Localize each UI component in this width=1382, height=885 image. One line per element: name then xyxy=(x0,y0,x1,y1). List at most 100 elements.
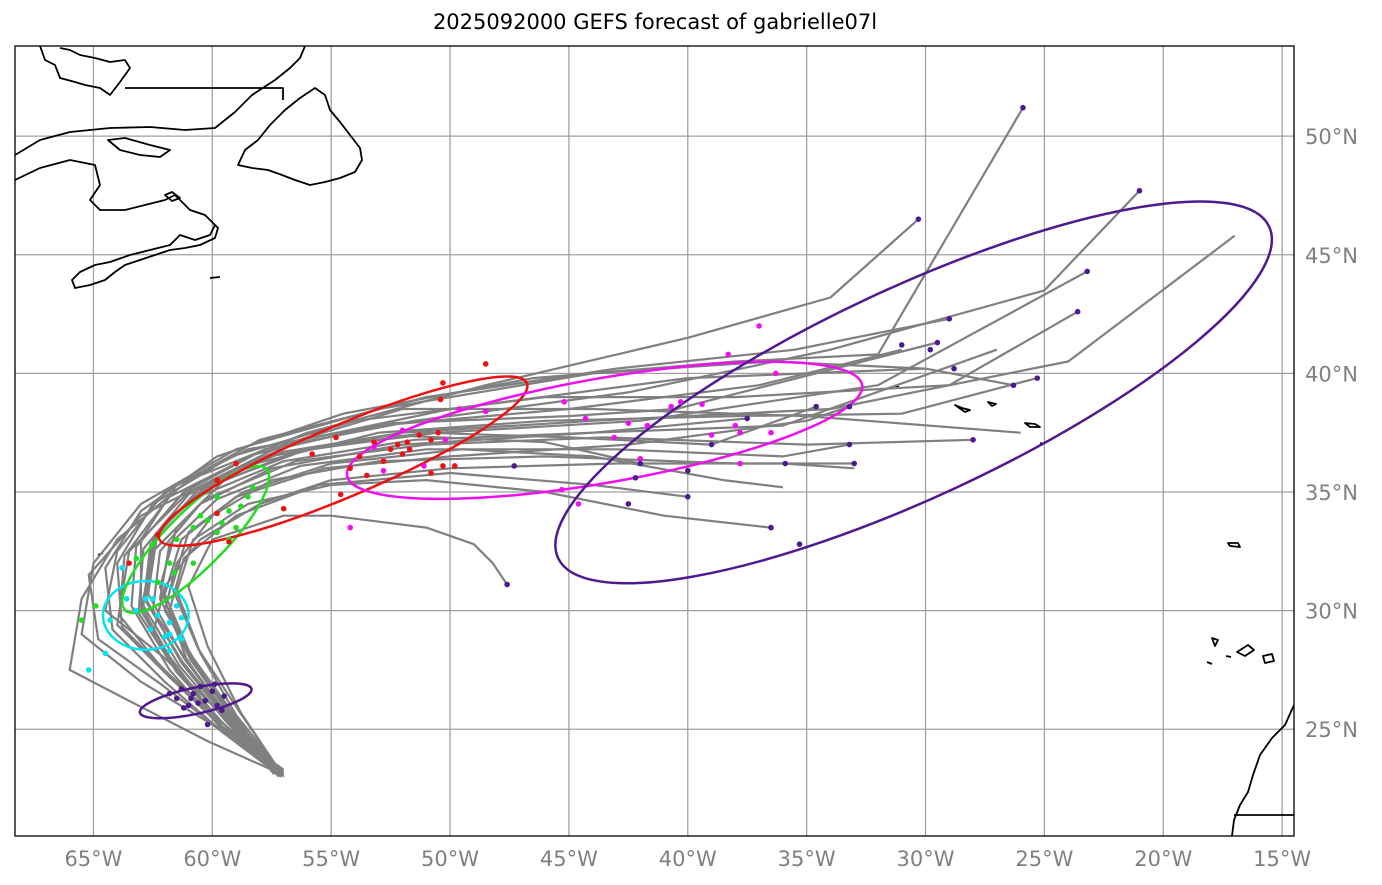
point-magenta xyxy=(644,422,651,429)
point-purple_end xyxy=(504,581,510,588)
coast-canary-3 xyxy=(1262,653,1275,664)
point-purple_end xyxy=(846,403,853,410)
coast-gulf xyxy=(15,159,219,289)
point-cyan xyxy=(119,565,125,571)
point-magenta xyxy=(756,323,762,329)
point-magenta xyxy=(699,401,705,408)
point-magenta xyxy=(421,463,427,469)
point-red xyxy=(214,510,220,517)
border-line xyxy=(125,87,284,100)
uncertainty-ellipses xyxy=(101,200,1274,720)
point-green xyxy=(78,617,85,623)
coast-canary-5 xyxy=(1225,655,1232,658)
point-purple_end xyxy=(1084,268,1090,275)
point-green xyxy=(245,493,251,500)
ellipse-green xyxy=(121,464,271,615)
coast-canary-2 xyxy=(1236,644,1255,657)
point-red xyxy=(406,446,413,453)
point-purple xyxy=(166,690,173,697)
point-purple_end xyxy=(511,463,518,469)
point-purple_end xyxy=(1034,375,1041,381)
point-red xyxy=(437,396,444,403)
coast-newfoundland xyxy=(237,87,363,186)
point-purple_end xyxy=(632,474,639,481)
point-magenta xyxy=(558,486,565,493)
point-green xyxy=(133,555,140,562)
track-line xyxy=(87,377,1038,776)
track-line xyxy=(144,405,817,776)
point-cyan xyxy=(161,633,168,640)
coast-azores-3 xyxy=(1024,422,1041,428)
point-purple xyxy=(188,695,194,702)
point-purple xyxy=(195,700,201,706)
point-red xyxy=(416,432,422,438)
point-cyan xyxy=(102,650,109,657)
lon-tick-label: 25°W xyxy=(1015,847,1073,871)
point-magenta xyxy=(456,406,463,412)
point-green xyxy=(173,536,180,543)
point-cyan xyxy=(147,626,154,633)
point-purple_end xyxy=(768,524,774,531)
coast-canada xyxy=(15,46,306,156)
plot-frame xyxy=(14,45,1295,837)
point-cyan xyxy=(150,595,156,602)
point-cyan xyxy=(123,595,130,602)
point-purple_end xyxy=(637,460,644,467)
point-red xyxy=(356,453,363,460)
lon-tick-label: 35°W xyxy=(778,847,836,871)
point-magenta xyxy=(768,429,774,436)
point-purple xyxy=(197,683,204,690)
point-red xyxy=(452,463,458,469)
track-line xyxy=(147,367,1014,778)
ellipse-red xyxy=(157,375,529,548)
point-magenta xyxy=(347,524,354,531)
lat-tick-label: 25°N xyxy=(1305,718,1358,742)
point-cyan xyxy=(166,619,173,626)
point-red xyxy=(333,434,339,441)
coast-azores-1 xyxy=(954,404,971,413)
point-red xyxy=(214,477,220,483)
point-magenta xyxy=(482,408,489,415)
point-red xyxy=(399,451,406,457)
point-cyan xyxy=(166,648,173,654)
lat-tick-label: 40°N xyxy=(1305,362,1358,386)
point-red xyxy=(347,465,354,472)
point-magenta xyxy=(708,432,715,438)
point-purple xyxy=(185,702,192,709)
point-magenta xyxy=(625,420,632,427)
point-purple_end xyxy=(796,541,803,547)
coast-island-2 xyxy=(209,276,221,279)
point-purple_end xyxy=(744,415,751,422)
lon-tick-label: 20°W xyxy=(1134,847,1192,871)
track-line xyxy=(187,514,509,778)
point-purple_end xyxy=(915,216,922,222)
point-green xyxy=(238,503,244,510)
point-purple xyxy=(202,697,208,704)
point-purple xyxy=(173,695,180,702)
point-green xyxy=(214,493,220,500)
point-red xyxy=(364,472,370,479)
point-green xyxy=(214,529,220,536)
point-green xyxy=(190,560,197,566)
point-purple_end xyxy=(684,493,691,500)
point-purple xyxy=(204,721,211,728)
coast-canary-1 xyxy=(1211,637,1219,647)
point-purple_end xyxy=(813,403,819,410)
tick-labels: 65°W 60°W 55°W 50°W 45°W 40°W 35°W 30°W 25°W 20°W… xyxy=(64,125,1357,871)
point-cyan xyxy=(133,607,140,614)
point-red xyxy=(428,470,434,476)
point-purple_end xyxy=(934,339,941,346)
point-purple_end xyxy=(1010,382,1017,389)
point-green xyxy=(197,512,204,519)
point-purple_end xyxy=(951,365,957,372)
coast-labrador xyxy=(39,46,131,96)
point-purple_end xyxy=(927,346,934,353)
point-cyan xyxy=(154,612,161,619)
point-green xyxy=(166,560,173,566)
point-purple_end xyxy=(851,460,857,467)
point-red xyxy=(394,441,401,448)
lon-tick-label: 55°W xyxy=(302,847,360,871)
ellipse-purple xyxy=(554,200,1274,585)
point-purple xyxy=(178,686,185,692)
